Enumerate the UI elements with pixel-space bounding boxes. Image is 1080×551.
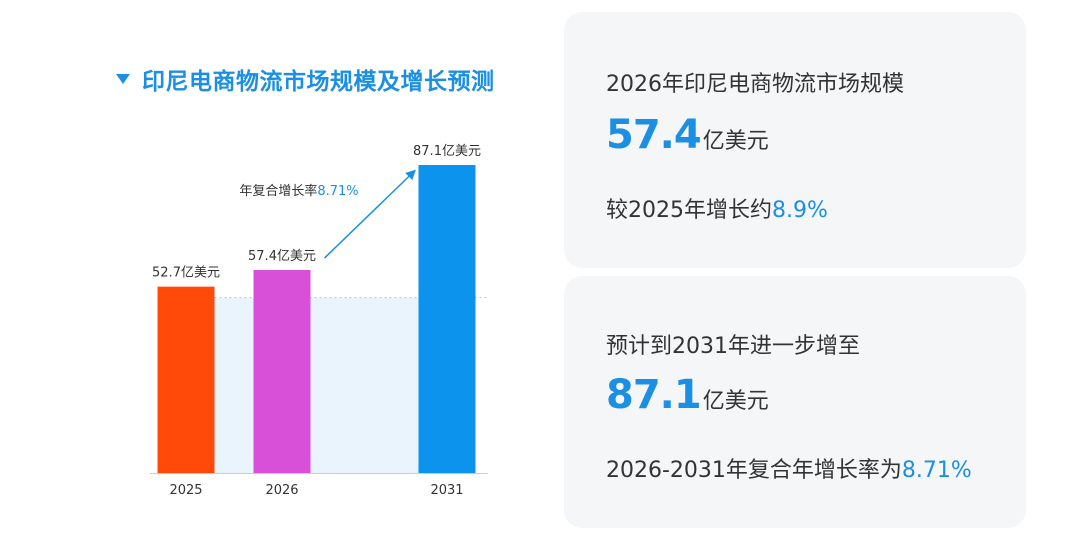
card-top-label: 2026年印尼电商物流市场规模 — [606, 72, 904, 97]
card-top-unit: 亿美元 — [702, 129, 769, 154]
growth-annotation-prefix: 年复合增长率 — [239, 183, 317, 199]
card-bottom-cagr: 2026-2031年复合年增长率为8.71% — [606, 452, 972, 484]
growth-arrow — [323, 169, 416, 259]
chart-title: 印尼电商物流市场规模及增长预测 — [116, 62, 495, 96]
growth-annotation: 年复合增长率8.71% — [239, 183, 358, 199]
card-bottom-cagr-prefix: 2026-2031年复合年增长率为 — [606, 458, 902, 483]
triangle-down-icon — [116, 74, 130, 84]
card-bottom-label: 预计到2031年进一步增至 — [606, 334, 860, 359]
reference-band — [214, 297, 419, 473]
x-tick-label-2025: 2025 — [169, 483, 202, 498]
card-top-number: 57.4 — [606, 112, 702, 158]
data-label-2031: 87.1亿美元 — [413, 144, 481, 159]
card-top-growth-value: 8.9% — [772, 198, 828, 223]
summary-card-2026: 2026年印尼电商物流市场规模 57.4 亿美元 较2025年增长约8.9% — [564, 12, 1026, 268]
x-tick-label-2031: 2031 — [430, 483, 463, 498]
bar-2031 — [418, 165, 476, 473]
card-bottom-cagr-value: 8.71% — [901, 458, 972, 483]
card-top-value: 57.4 亿美元 — [606, 112, 769, 158]
bar-2026 — [253, 270, 311, 473]
x-tick-label-2026: 2026 — [265, 483, 298, 498]
card-bottom-value: 87.1 亿美元 — [606, 372, 769, 418]
data-label-2026: 57.4亿美元 — [248, 249, 316, 264]
growth-annotation-value: 8.71% — [317, 184, 358, 199]
summary-card-2031: 预计到2031年进一步增至 87.1 亿美元 2026-2031年复合年增长率为… — [564, 276, 1026, 528]
data-label-2025: 52.7亿美元 — [152, 266, 220, 281]
card-top-growth: 较2025年增长约8.9% — [606, 192, 828, 224]
card-bottom-unit: 亿美元 — [702, 389, 769, 414]
bar-2025 — [157, 286, 215, 473]
card-bottom-number: 87.1 — [606, 372, 702, 418]
chart-title-text: 印尼电商物流市场规模及增长预测 — [142, 69, 495, 95]
card-top-growth-prefix: 较2025年增长约 — [606, 198, 772, 223]
